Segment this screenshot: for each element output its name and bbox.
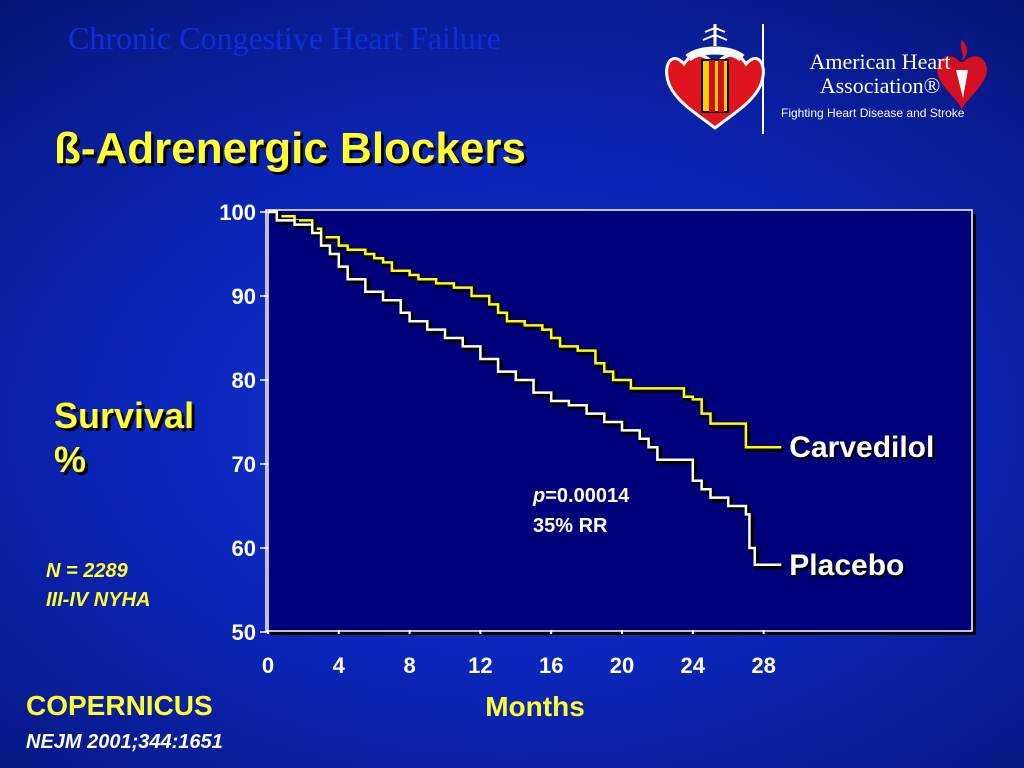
y-tick-label: 50 bbox=[232, 620, 256, 645]
y-tick-label: 90 bbox=[232, 284, 256, 309]
rr-annotation: 35% RR bbox=[533, 515, 608, 537]
study-citation: NEJM 2001;344:1651 bbox=[26, 731, 223, 753]
sociedad-emblem-icon bbox=[665, 24, 765, 130]
x-tick-label: 0 bbox=[262, 653, 274, 678]
nyha-class: III-IV NYHA bbox=[46, 589, 151, 611]
plot-area bbox=[265, 209, 973, 632]
logos-svg bbox=[665, 24, 987, 134]
y-tick-label: 70 bbox=[232, 452, 256, 477]
y-axis-label-line2: % bbox=[54, 439, 87, 480]
x-tick-label: 12 bbox=[468, 653, 492, 678]
y-tick-label: 60 bbox=[232, 536, 256, 561]
aha-tagline: Fighting Heart Disease and Stroke bbox=[781, 106, 965, 120]
p-symbol: p bbox=[532, 485, 545, 507]
y-tick-label: 100 bbox=[219, 200, 256, 225]
y-axis-label: Survival % bbox=[54, 394, 194, 482]
p-value-annotation: p=0.00014 bbox=[532, 485, 630, 507]
series-line-placebo bbox=[268, 210, 782, 567]
p-value: =0.00014 bbox=[545, 485, 630, 507]
logo-area bbox=[660, 18, 1010, 136]
study-name: COPERNICUS bbox=[26, 690, 213, 721]
x-tick-label: 24 bbox=[681, 653, 706, 678]
series-line-carvedilol bbox=[268, 210, 782, 449]
slide-header: Chronic Congestive Heart Failure bbox=[68, 20, 501, 56]
y-tick-label: 80 bbox=[232, 368, 256, 393]
x-tick-label: 20 bbox=[610, 653, 634, 678]
x-tick-label: 4 bbox=[333, 653, 346, 678]
aha-name: American Heart Association® bbox=[809, 49, 951, 98]
y-axis-label-line1: Survival bbox=[54, 395, 195, 436]
x-tick-label: 28 bbox=[751, 653, 775, 678]
heart-torch-icon bbox=[937, 40, 987, 110]
x-tick-label: 16 bbox=[539, 653, 563, 678]
sample-note: N = 2289 III-IV NYHA bbox=[46, 557, 150, 615]
series-label-carvedilol: Carvedilol bbox=[789, 431, 934, 464]
x-axis-label: Months bbox=[485, 691, 585, 722]
x-tick-label: 8 bbox=[403, 653, 415, 678]
sample-size: N = 2289 bbox=[46, 560, 128, 582]
slide-title: ß-Adrenergic Blockers bbox=[54, 124, 526, 173]
series-label-placebo: Placebo bbox=[789, 549, 904, 582]
